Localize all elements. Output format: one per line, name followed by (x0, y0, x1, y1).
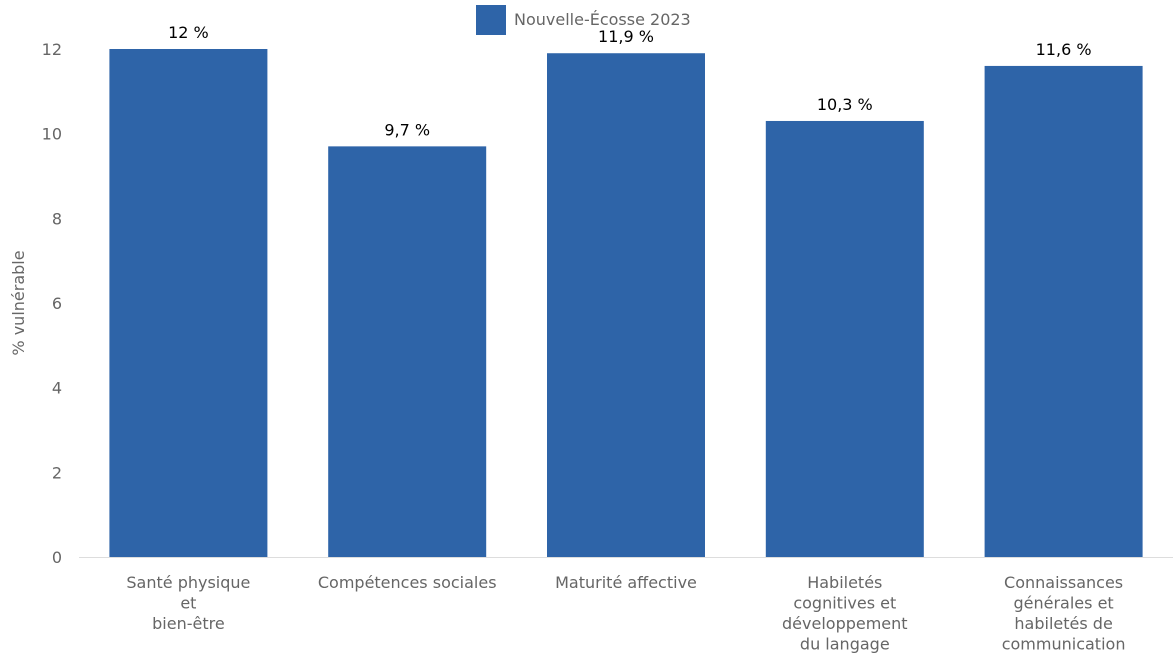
y-tick-label: 12 (42, 40, 62, 59)
bar (109, 49, 268, 557)
x-tick-label: Habiletés cognitives et développement du la… (782, 573, 908, 654)
data-label: 9,7 % (384, 120, 430, 139)
bars (109, 49, 1143, 557)
bar (984, 65, 1143, 557)
data-label: 11,9 % (598, 27, 654, 46)
data-label: 11,6 % (1036, 40, 1092, 59)
legend-swatch (476, 5, 506, 35)
legend: Nouvelle-Écosse 2023 (476, 5, 691, 35)
y-axis: 0 2 4 6 8 10 12 % vulnérable (9, 40, 62, 567)
y-axis-label: % vulnérable (9, 250, 28, 355)
x-tick-label: Maturité affective (555, 573, 697, 592)
x-axis: Santé physique et bien-être Compétences soc… (79, 557, 1173, 654)
data-label: 12 % (168, 23, 209, 42)
x-tick-label: Connaissances générales et habiletés de com… (1002, 573, 1126, 654)
bar (328, 146, 487, 557)
bar (765, 120, 924, 557)
x-tick-label: Santé physique et bien-être (126, 573, 250, 633)
data-labels: 12 % 9,7 % 11,9 % 10,3 % 11,6 % (168, 23, 1091, 139)
bar (547, 53, 705, 557)
y-tick-label: 4 (52, 379, 62, 398)
data-label: 10,3 % (817, 95, 873, 114)
y-tick-label: 0 (52, 548, 62, 567)
y-tick-label: 8 (52, 209, 62, 228)
y-tick-label: 2 (52, 463, 62, 482)
legend-label: Nouvelle-Écosse 2023 (514, 10, 691, 29)
y-tick-label: 6 (52, 294, 62, 313)
y-tick-label: 10 (42, 125, 62, 144)
x-tick-label: Compétences sociales (318, 573, 497, 592)
